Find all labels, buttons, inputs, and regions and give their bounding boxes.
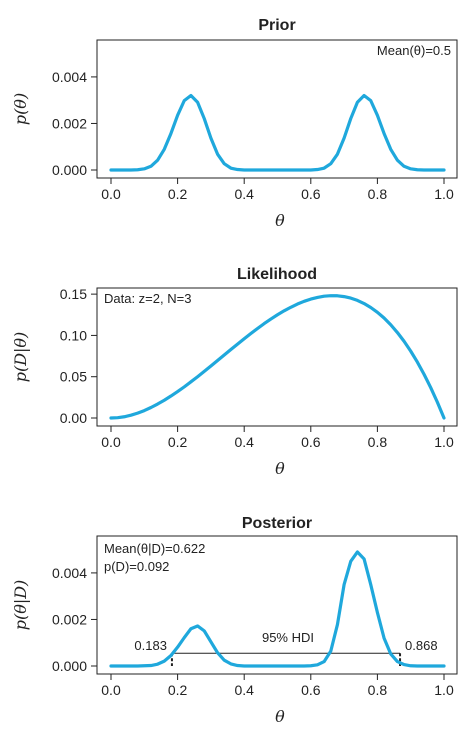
posterior-panel: Posterior p(θ|D) θ Mean(θ|D)=0.622 p(D)=…: [11, 515, 458, 726]
prior-x-tick-label: 0.2: [168, 186, 188, 202]
prior-panel: Prior p(θ) θ Mean(θ)=0.5 0.0 0.2 0.4 0.6 0.8…: [11, 17, 458, 230]
prior-x-tick-label: 0.4: [234, 186, 254, 202]
likelihood-title: Likelihood: [237, 266, 317, 283]
posterior-y-tick-label: 0.002: [52, 611, 87, 627]
posterior-plot-frame: [96, 535, 458, 675]
likelihood-x-tick-label: 1.0: [434, 434, 454, 450]
likelihood-y-tick-label: 0.15: [60, 286, 87, 302]
posterior-title: Posterior: [242, 515, 312, 532]
prior-x-tick-label: 0.8: [368, 186, 388, 202]
posterior-x-tick-label: 0.0: [101, 682, 121, 698]
posterior-x-tick-label: 0.8: [368, 682, 388, 698]
prior-title: Prior: [258, 17, 295, 34]
posterior-ylabel: p(θ|D): [11, 580, 30, 631]
likelihood-x-tick-label: 0.0: [101, 434, 121, 450]
prior-y-tick-label: 0.000: [52, 162, 87, 178]
likelihood-plot-frame: [96, 287, 458, 427]
likelihood-ylabel: p(D|θ): [11, 332, 30, 383]
likelihood-xlabel: θ: [275, 459, 285, 478]
prior-x-tick-label: 1.0: [434, 186, 454, 202]
posterior-density-curve: [109, 550, 446, 668]
prior-x-tick-label: 0.0: [101, 186, 121, 202]
posterior-x-tick-label: 0.6: [301, 682, 321, 698]
prior-y-tick-label: 0.004: [52, 69, 87, 85]
posterior-y-tick-label: 0.004: [52, 565, 87, 581]
prior-xlabel: θ: [275, 211, 285, 230]
prior-y-tick-label: 0.002: [52, 115, 87, 131]
likelihood-panel: Likelihood p(D|θ) θ Data: z=2, N=3 0.0 0.…: [11, 266, 458, 478]
likelihood-x-tick-label: 0.8: [368, 434, 388, 450]
posterior-x-tick-label: 0.4: [234, 682, 254, 698]
posterior-mean-annotation: Mean(θ|D)=0.622: [104, 541, 205, 556]
posterior-hdi-low-label: 0.183: [134, 638, 167, 653]
prior-ylabel: p(θ): [11, 93, 30, 125]
likelihood-x-tick-label: 0.6: [301, 434, 321, 450]
posterior-evidence-annotation: p(D)=0.092: [104, 559, 169, 574]
likelihood-x-tick-label: 0.4: [234, 434, 254, 450]
posterior-hdi-label: 95% HDI: [262, 630, 314, 645]
prior-x-tick-label: 0.6: [301, 186, 321, 202]
likelihood-x-tick-label: 0.2: [168, 434, 188, 450]
prior-plot-frame: [96, 39, 458, 179]
posterior-xlabel: θ: [275, 707, 285, 726]
posterior-x-tick-label: 0.2: [168, 682, 188, 698]
prior-mean-annotation: Mean(θ)=0.5: [377, 43, 451, 58]
likelihood-data-annotation: Data: z=2, N=3: [104, 291, 191, 306]
likelihood-y-tick-label: 0.10: [60, 327, 87, 343]
posterior-x-tick-label: 1.0: [434, 682, 454, 698]
posterior-y-tick-label: 0.000: [52, 658, 87, 674]
posterior-hdi-high-label: 0.868: [405, 638, 438, 653]
prior-density-curve: [109, 93, 446, 172]
likelihood-y-tick-label: 0.00: [60, 410, 87, 426]
likelihood-density-curve: [109, 294, 446, 420]
likelihood-y-tick-label: 0.05: [60, 369, 87, 385]
